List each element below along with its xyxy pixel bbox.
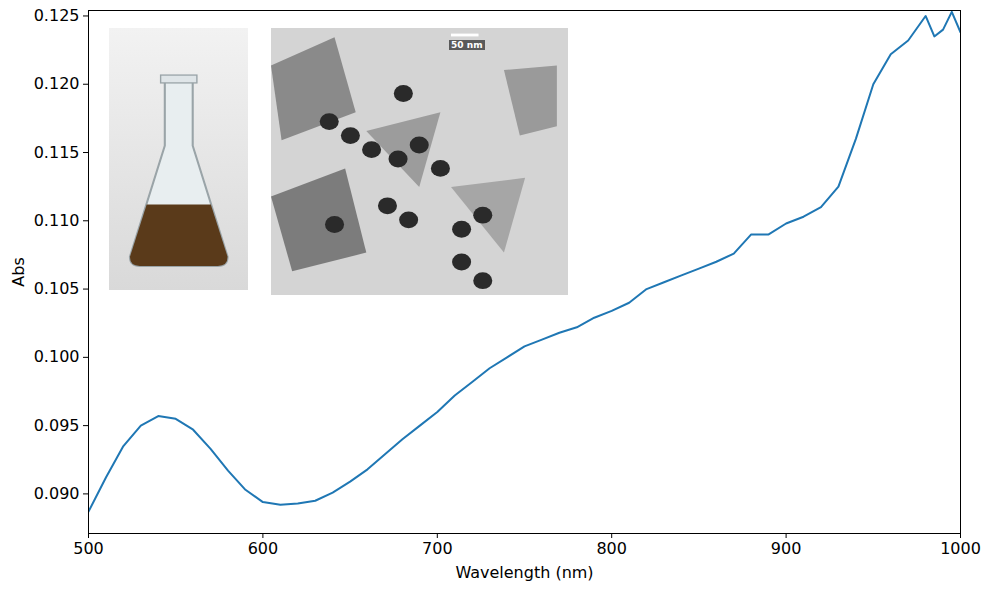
svg-text:0.090: 0.090 <box>34 484 80 503</box>
svg-text:0.110: 0.110 <box>34 211 80 230</box>
svg-text:0.105: 0.105 <box>34 279 80 298</box>
svg-text:0.120: 0.120 <box>34 74 80 93</box>
svg-text:0.095: 0.095 <box>34 416 80 435</box>
svg-text:1000: 1000 <box>940 539 981 558</box>
svg-text:0.100: 0.100 <box>34 347 80 366</box>
svg-text:900: 900 <box>771 539 802 558</box>
svg-text:600: 600 <box>248 539 279 558</box>
svg-text:0.115: 0.115 <box>34 143 80 162</box>
html-text:50 nm: 50 nm <box>451 39 483 50</box>
svg-text:500: 500 <box>73 539 104 558</box>
svg-text:800: 800 <box>596 539 627 558</box>
svg-text:Wavelength (nm): Wavelength (nm) <box>455 563 593 582</box>
svg-text:700: 700 <box>422 539 453 558</box>
svg-text:0.125: 0.125 <box>34 6 80 25</box>
svg-text:Abs: Abs <box>9 257 28 286</box>
